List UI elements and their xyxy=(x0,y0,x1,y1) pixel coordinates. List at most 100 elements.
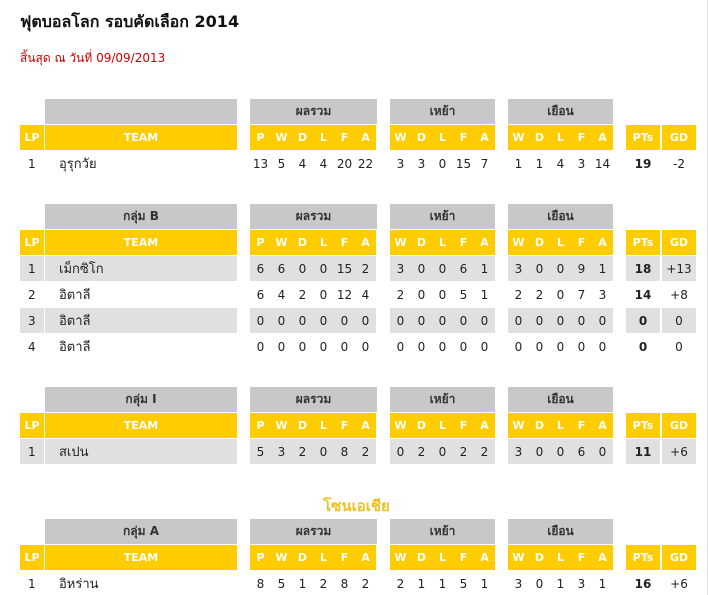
section-header: ผลรวม xyxy=(250,204,377,229)
column-header: A xyxy=(592,545,613,570)
stat-cell: 0 xyxy=(592,439,613,464)
column-header: F xyxy=(571,230,592,255)
stat-cell: 0 xyxy=(361,339,370,354)
stat-cell: 3 xyxy=(390,256,411,281)
points-cell: 19 xyxy=(634,156,652,171)
section-header: ผลรวม xyxy=(250,519,377,544)
column-header: L xyxy=(313,413,334,438)
stat-cell: 8 xyxy=(256,576,265,591)
column-header: L xyxy=(550,413,571,438)
stat-cell: 0 xyxy=(550,308,571,333)
stat-cell: 0 xyxy=(396,339,405,354)
stat-cell: 2 xyxy=(453,439,474,464)
column-header: L xyxy=(313,125,334,150)
section-header: เหย้า xyxy=(390,387,495,412)
stat-cell: 0 xyxy=(438,156,447,171)
team-cell: อิตาลี xyxy=(59,340,91,355)
column-header: LP xyxy=(20,125,44,150)
zone-title: โซนเอเชีย xyxy=(323,497,390,515)
column-header: A xyxy=(474,413,495,438)
stat-cell: 3 xyxy=(508,439,529,464)
section-header: ผลรวม xyxy=(250,387,377,412)
column-header: L xyxy=(432,125,453,150)
stat-cell: 20 xyxy=(336,156,353,171)
column-header: F xyxy=(453,545,474,570)
stat-cell: 1 xyxy=(535,156,544,171)
column-header: L xyxy=(432,545,453,570)
stat-cell: 2 xyxy=(355,256,376,281)
stat-cell: 0 xyxy=(514,339,523,354)
section-header: เหย้า xyxy=(390,519,495,544)
goal-difference-cell: +6 xyxy=(670,576,688,591)
section-header: ผลรวม xyxy=(250,99,377,124)
stat-cell: 0 xyxy=(417,339,426,354)
stat-cell: 0 xyxy=(438,287,447,302)
column-header: GD xyxy=(662,230,696,255)
group-header: กลุ่ม B xyxy=(45,204,237,229)
stat-cell: 2 xyxy=(361,576,370,591)
stat-cell: 0 xyxy=(598,339,607,354)
stat-cell: 3 xyxy=(577,156,586,171)
stat-cell: 14 xyxy=(594,156,611,171)
stat-cell: 3 xyxy=(508,256,529,281)
stat-cell: 0 xyxy=(319,287,328,302)
column-header: L xyxy=(313,545,334,570)
stat-cell: 1 xyxy=(598,576,607,591)
column-header: D xyxy=(529,413,550,438)
stat-cell: 6 xyxy=(271,256,292,281)
stat-cell: 7 xyxy=(480,156,489,171)
stat-cell: 3 xyxy=(396,156,405,171)
column-header: P xyxy=(250,413,271,438)
column-header: P xyxy=(250,125,271,150)
stat-cell: 1 xyxy=(438,576,447,591)
column-header: F xyxy=(571,413,592,438)
stat-cell: 15 xyxy=(334,256,355,281)
section-header: เยือน xyxy=(508,519,613,544)
stat-cell: 5 xyxy=(250,439,271,464)
stat-cell: 2 xyxy=(514,287,523,302)
position-cell: 3 xyxy=(20,308,44,333)
stat-cell: 6 xyxy=(453,256,474,281)
subtitle: สิ้นสุด ณ วันที่ 09/09/2013 xyxy=(20,50,166,65)
stat-cell: 12 xyxy=(336,287,353,302)
column-header: PTs xyxy=(626,545,660,570)
stat-cell: 5 xyxy=(277,576,286,591)
stat-cell: 0 xyxy=(432,256,453,281)
column-header: GD xyxy=(662,413,696,438)
stat-cell: 0 xyxy=(313,439,334,464)
stat-cell: 2 xyxy=(298,287,307,302)
stat-cell: 0 xyxy=(340,339,349,354)
stat-cell: 6 xyxy=(250,256,271,281)
column-header: PTs xyxy=(626,413,660,438)
stat-cell: 3 xyxy=(598,287,607,302)
stat-cell: 0 xyxy=(474,308,495,333)
column-header: GD xyxy=(662,125,696,150)
group-header: กลุ่ม A xyxy=(45,519,237,544)
column-header: D xyxy=(292,125,313,150)
stat-cell: 0 xyxy=(535,339,544,354)
stat-cell: 0 xyxy=(535,576,544,591)
column-header: A xyxy=(474,125,495,150)
stat-cell: 0 xyxy=(411,256,432,281)
stat-cell: 0 xyxy=(529,308,550,333)
stat-cell: 0 xyxy=(556,287,565,302)
column-header: A xyxy=(474,230,495,255)
section-header: เหย้า xyxy=(390,204,495,229)
stat-cell: 4 xyxy=(298,156,307,171)
column-header: L xyxy=(432,230,453,255)
stat-cell: 1 xyxy=(556,576,565,591)
points-cell: 11 xyxy=(626,439,660,464)
column-header: A xyxy=(355,230,376,255)
column-header: W xyxy=(271,413,292,438)
team-cell: อิหร่าน xyxy=(59,577,99,592)
column-header: A xyxy=(592,125,613,150)
goal-difference-cell: 0 xyxy=(662,308,696,333)
team-cell: เม็กซิโก xyxy=(45,256,237,281)
column-header: P xyxy=(250,230,271,255)
stat-cell: 0 xyxy=(529,256,550,281)
section-header: เหย้า xyxy=(390,99,495,124)
stat-cell: 0 xyxy=(390,439,411,464)
stat-cell: 2 xyxy=(319,576,328,591)
stat-cell: 0 xyxy=(529,439,550,464)
